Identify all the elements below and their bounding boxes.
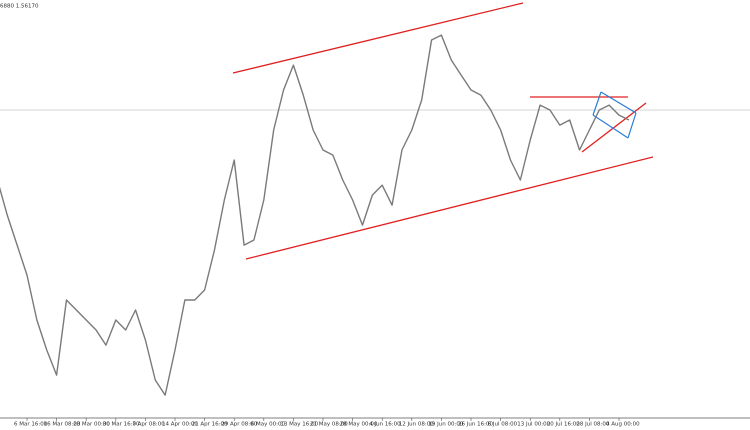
flag-left	[592, 91, 602, 116]
x-tick-label: 26 Jun 16:00	[458, 422, 493, 428]
x-tick-label: 4 Aug 00:00	[606, 422, 640, 428]
x-tick-label: 19 Jun 00:00	[428, 422, 463, 428]
x-tick-label: 28 May 00:00	[340, 422, 378, 428]
trend-lines	[232, 2, 654, 260]
x-tick-label: 16 Mar 08:00	[44, 422, 81, 428]
x-tick-label: 6 Jul 08:00	[488, 422, 518, 428]
channel-upper	[232, 2, 524, 74]
x-tick-label: 13 May 16:00	[280, 422, 318, 428]
channel-lower	[245, 156, 654, 260]
x-tick-label: 21 May 08:00	[310, 422, 348, 428]
flag-pattern	[592, 91, 637, 139]
x-tick-label: 12 Jun 08:00	[399, 422, 434, 428]
flag-bottom	[592, 114, 629, 139]
price-line	[0, 34, 630, 396]
chart-title: 6880 1.56170	[0, 4, 39, 10]
x-tick-label: 29 Apr 08:00	[221, 422, 257, 428]
x-tick-label: 13 Jul 00:00	[517, 422, 550, 428]
x-tick-label: 28 Jul 08:00	[576, 422, 609, 428]
x-tick-label: 4 Jun 16:00	[369, 422, 401, 428]
x-tick-label: 21 Apr 16:00	[192, 422, 228, 428]
flag-top	[600, 91, 637, 114]
x-tick-label: 30 Mar 16:00	[103, 422, 140, 428]
x-tick-label: 7 Apr 08:00	[132, 422, 165, 428]
flag-right	[627, 112, 637, 139]
support-line	[581, 102, 647, 153]
x-tick-label: 6 May 00:00	[251, 422, 286, 428]
x-tick-label: 23 Mar 00:00	[73, 422, 110, 428]
x-tick-label: 14 Apr 00:00	[162, 422, 198, 428]
x-tick-label: 6 Mar 16:00	[14, 422, 48, 428]
x-tick-label: 20 Jul 16:00	[547, 422, 580, 428]
